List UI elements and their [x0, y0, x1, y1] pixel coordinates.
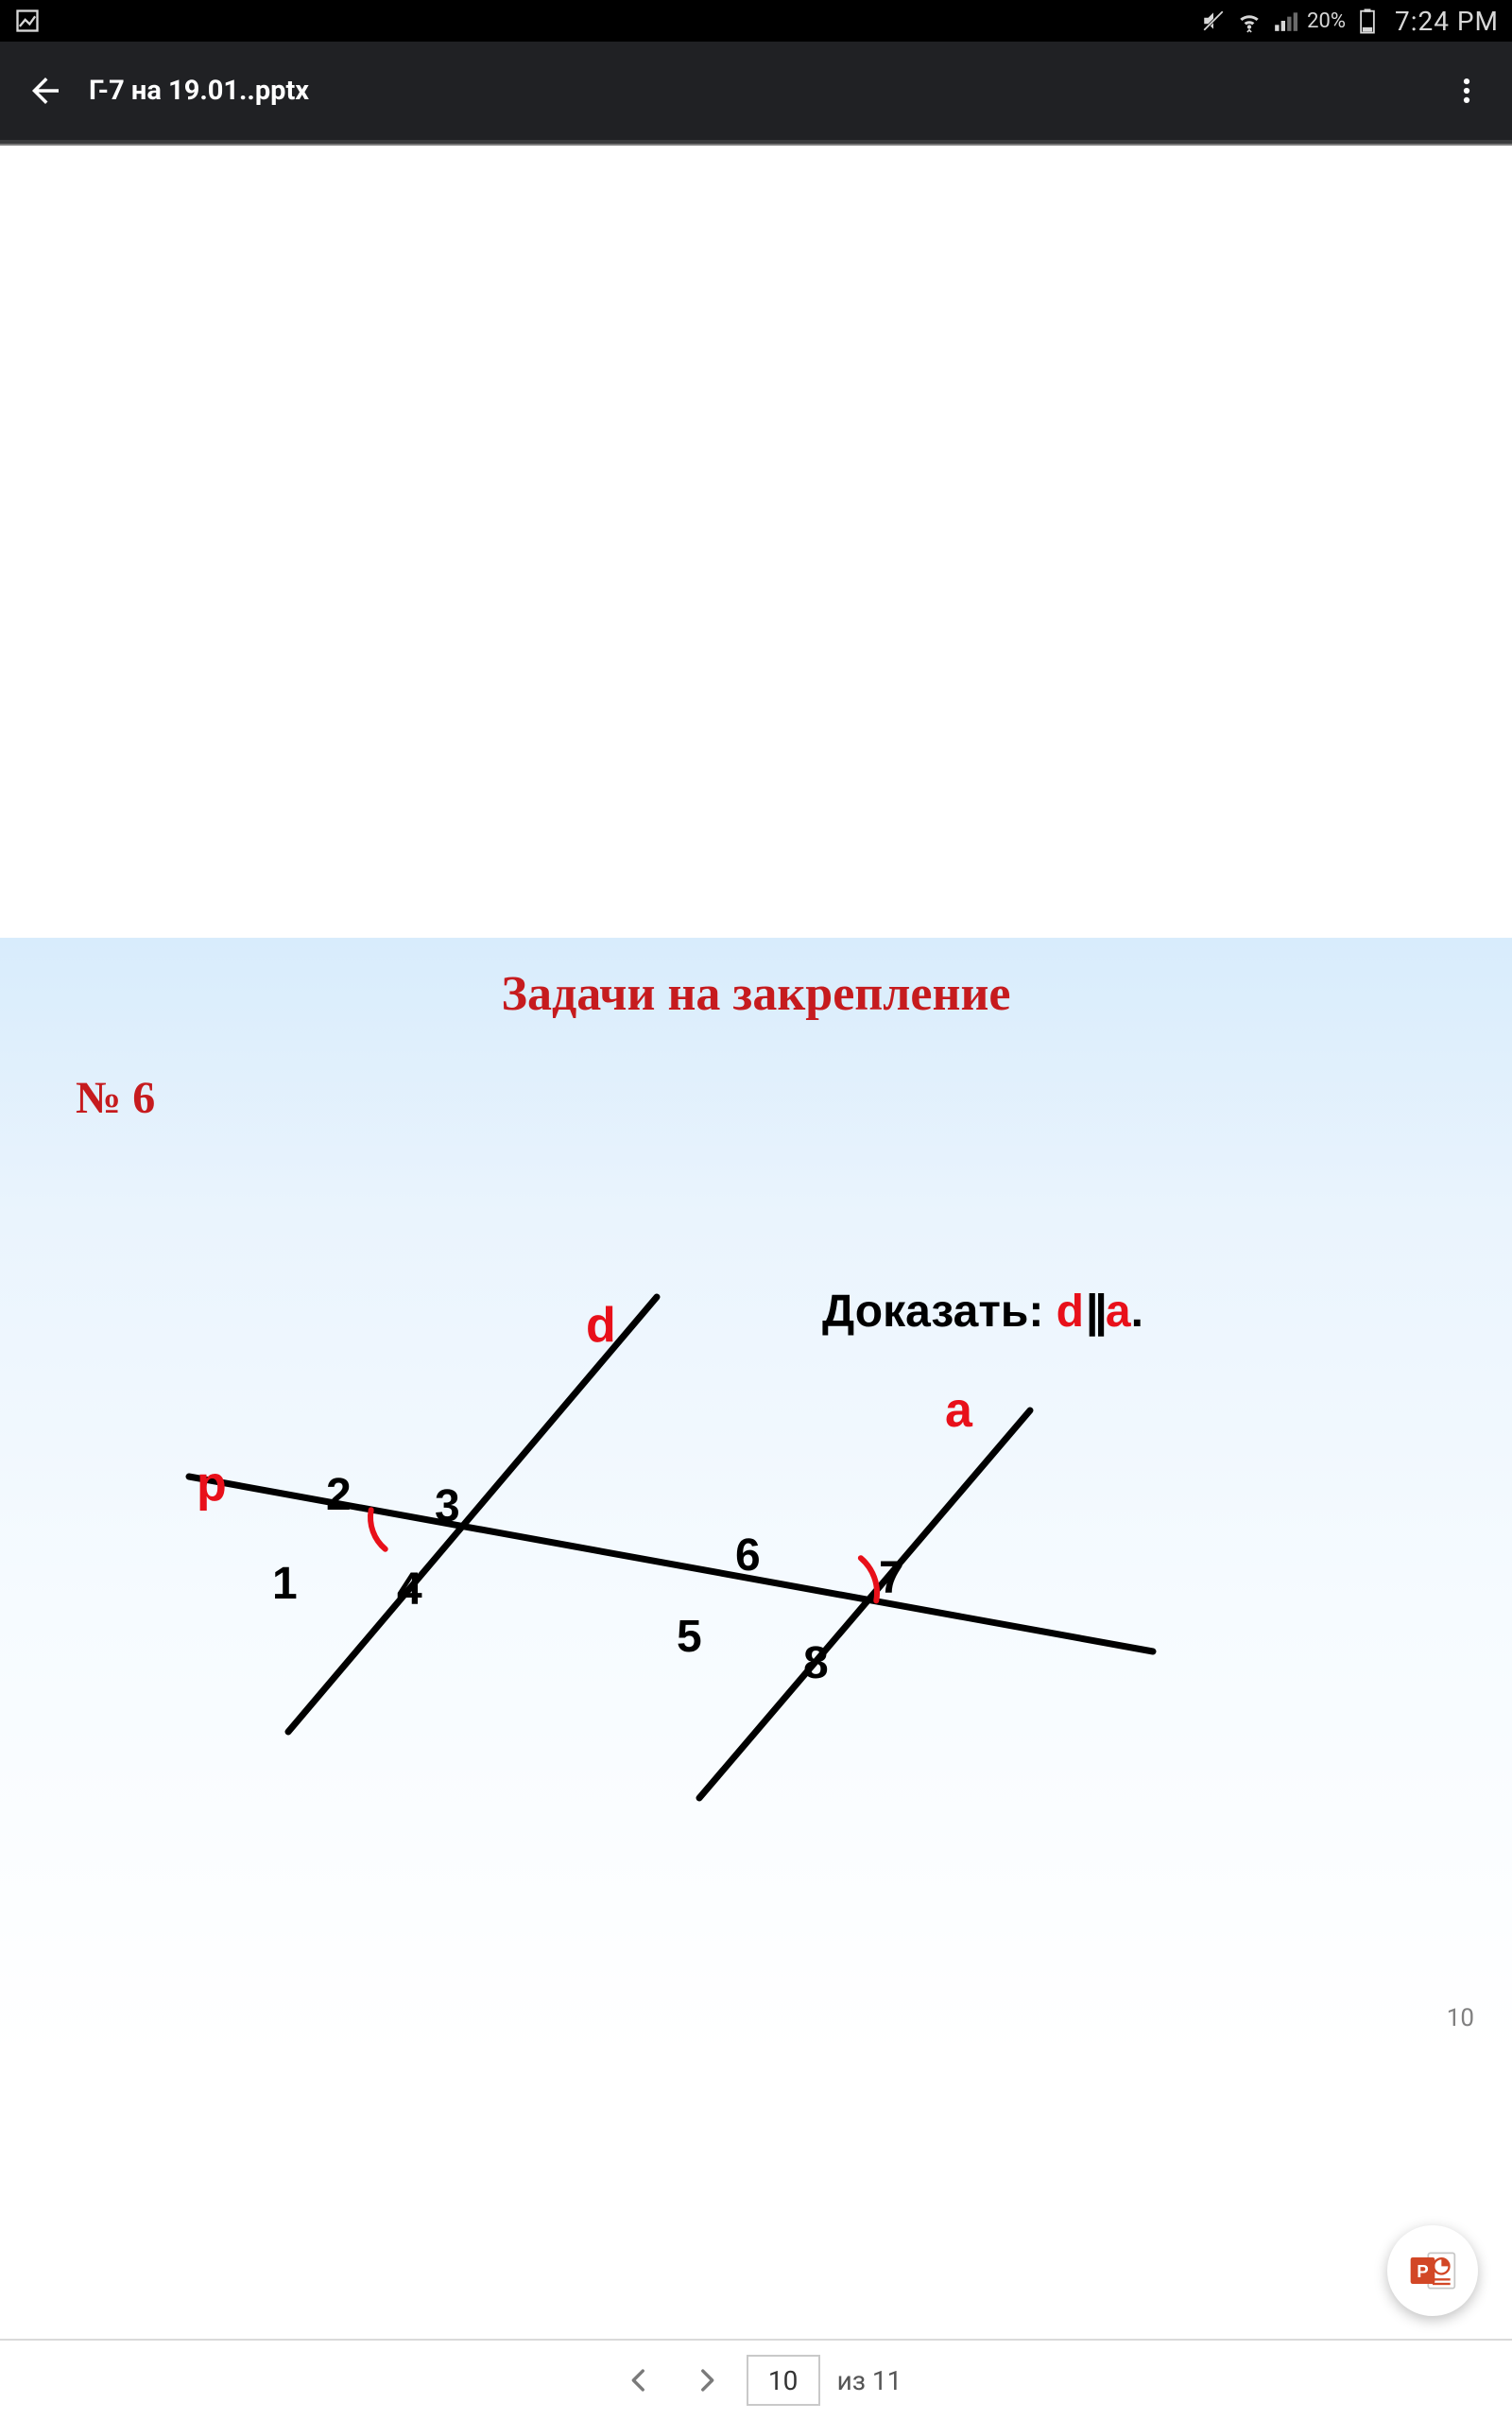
angle-label-5: 5 [677, 1611, 702, 1663]
problem-number: № 6 [76, 1072, 155, 1124]
statement-var-d: d [1057, 1287, 1084, 1337]
document-title: Г-7 на 19.01..pptx [89, 75, 309, 107]
overflow-menu-button[interactable] [1440, 64, 1493, 117]
status-right: 20% 7:24 PM [1199, 6, 1499, 37]
angle-label-7: 7 [879, 1552, 904, 1604]
battery-percent: 20% [1307, 9, 1346, 33]
powerpoint-icon: P [1406, 2244, 1459, 2297]
wifi-icon [1235, 7, 1263, 35]
statement-parallel-bars: || [1084, 1287, 1106, 1337]
powerpoint-fab[interactable]: P [1387, 2225, 1478, 2316]
statement-dot: . [1131, 1287, 1143, 1337]
next-page-button[interactable] [679, 2352, 735, 2409]
prove-statement: Доказать: d||a. [822, 1286, 1143, 1338]
mute-icon [1199, 7, 1228, 35]
prev-page-button[interactable] [610, 2352, 667, 2409]
slide: Задачи на закрепление № 6 10 Доказать: d… [0, 938, 1512, 2055]
angle-label-8: 8 [803, 1637, 829, 1689]
statement-prefix: Доказать: [822, 1287, 1057, 1337]
angle-label-3: 3 [435, 1480, 460, 1532]
angle-label-1: 1 [272, 1558, 298, 1610]
app-header: Г-7 на 19.01..pptx [0, 42, 1512, 140]
back-button[interactable] [19, 64, 72, 117]
line-label-p: p [197, 1456, 227, 1512]
status-left [13, 7, 42, 35]
statement-var-a: a [1106, 1287, 1131, 1337]
line-label-a: a [945, 1382, 972, 1439]
angle-label-4: 4 [397, 1564, 422, 1616]
signal-icon [1271, 7, 1299, 35]
picture-indicator-icon [13, 7, 42, 35]
geometry-diagram: Доказать: d||a. d a p 12345678 [142, 1202, 1370, 1864]
slide-title: Задачи на закрепление [0, 966, 1512, 1022]
page-navigator: 10 из 11 [0, 2339, 1512, 2420]
battery-icon [1353, 7, 1382, 35]
slide-number: 10 [1447, 2004, 1474, 2032]
page-number-input[interactable]: 10 [747, 2355, 820, 2406]
angle-label-2: 2 [326, 1469, 352, 1521]
angle-label-6: 6 [735, 1530, 761, 1582]
line-label-d: d [586, 1297, 616, 1354]
status-bar: 20% 7:24 PM [0, 0, 1512, 42]
line-a [699, 1410, 1030, 1798]
page-total-label: из 11 [837, 2365, 902, 2396]
document-area[interactable]: Задачи на закрепление № 6 10 Доказать: d… [0, 146, 1512, 2420]
clock: 7:24 PM [1395, 6, 1499, 37]
angle-arc-left [370, 1510, 386, 1548]
svg-text:P: P [1417, 2261, 1428, 2281]
